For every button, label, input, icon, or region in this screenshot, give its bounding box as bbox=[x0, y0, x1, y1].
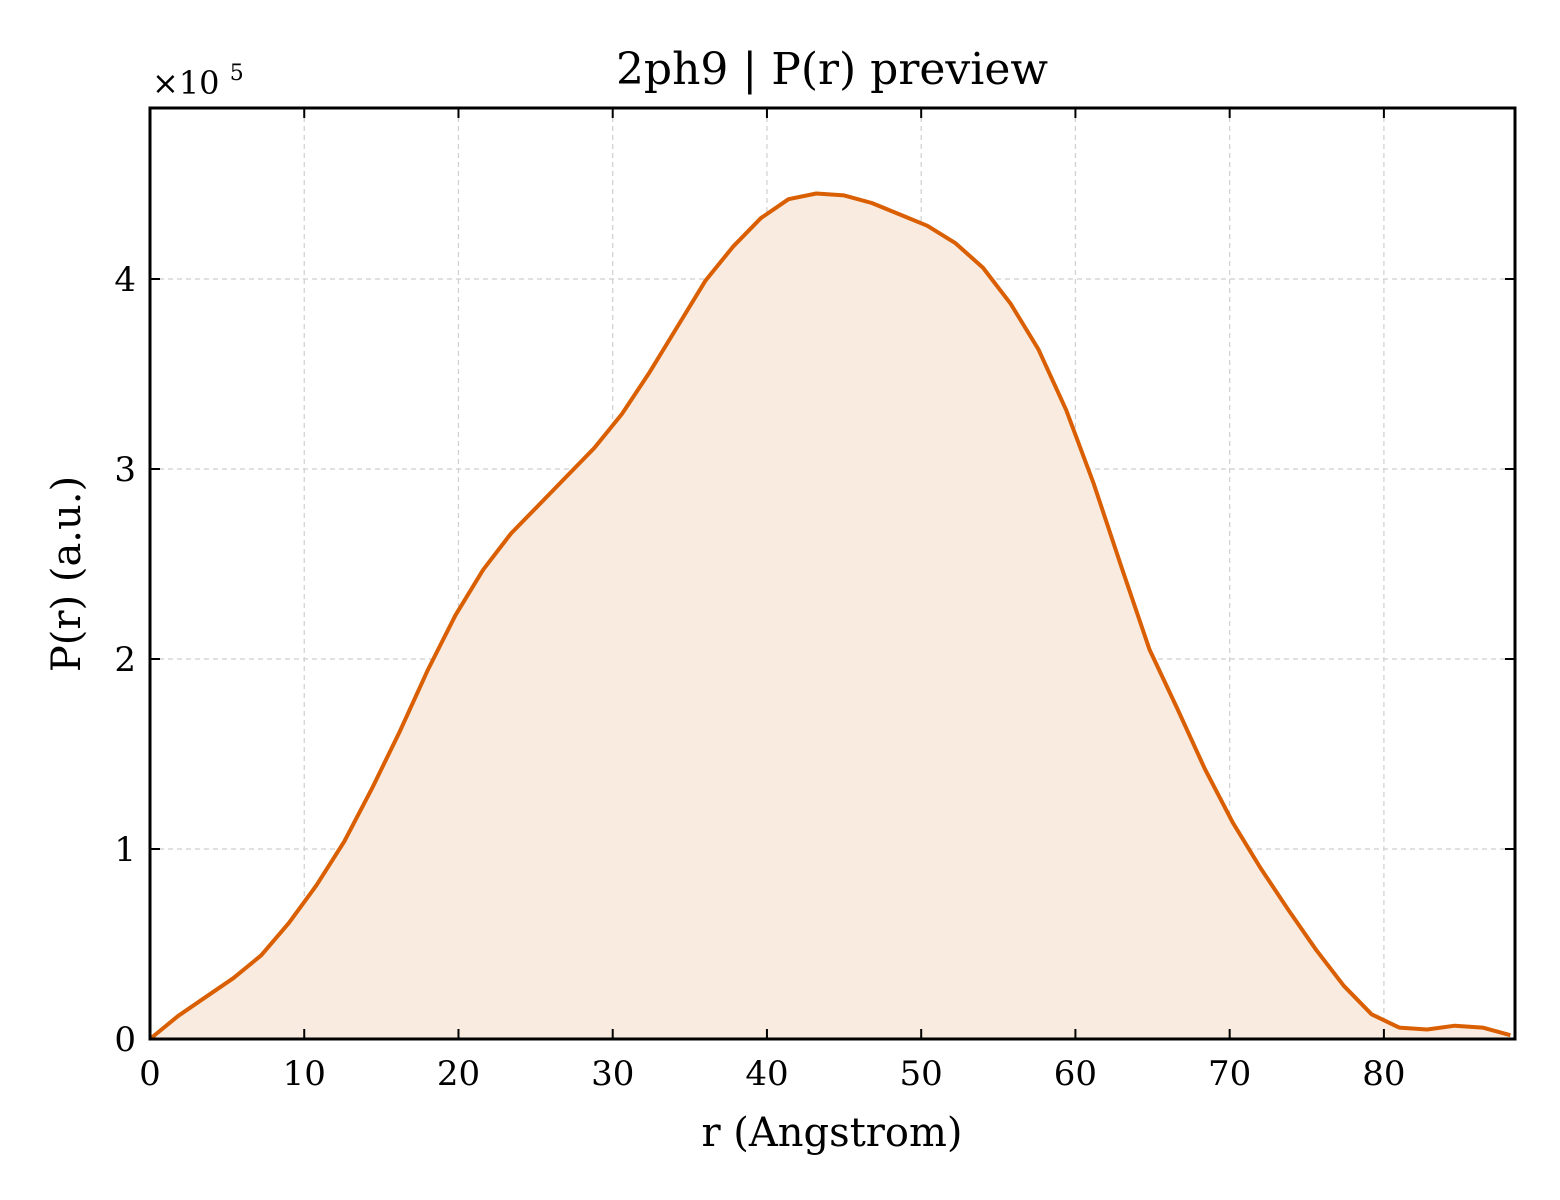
x-tick-label: 70 bbox=[1208, 1054, 1251, 1094]
x-tick-label: 60 bbox=[1054, 1054, 1097, 1094]
x-tick-label: 80 bbox=[1362, 1054, 1405, 1094]
x-axis-label: r (Angstrom) bbox=[701, 1110, 962, 1156]
x-tick-label: 10 bbox=[283, 1054, 326, 1094]
x-tick-label: 20 bbox=[437, 1054, 480, 1094]
y-tick-label: 4 bbox=[114, 260, 136, 300]
y-axis-multiplier: ×10 5 bbox=[152, 61, 244, 102]
x-tick-label: 0 bbox=[139, 1054, 161, 1094]
axis-ticks: 0 10 20 30 40 50 60 70 80 0 1 2 3 4 bbox=[114, 108, 1515, 1094]
series-area-fill bbox=[150, 193, 1511, 1039]
series-line bbox=[148, 191, 1511, 1041]
y-axis-label: P(r) (a.u.) bbox=[44, 476, 90, 672]
x-tick-label: 50 bbox=[900, 1054, 943, 1094]
x-tick-label: 40 bbox=[745, 1054, 788, 1094]
plot-frame bbox=[148, 106, 1517, 1041]
y-tick-label: 3 bbox=[114, 450, 136, 490]
y-axis-multiplier-exponent: 5 bbox=[230, 61, 244, 86]
x-tick-label: 30 bbox=[591, 1054, 634, 1094]
y-tick-label: 0 bbox=[114, 1020, 136, 1060]
y-axis-multiplier-base: ×10 bbox=[152, 64, 220, 102]
chart-title: 2ph9 | P(r) preview bbox=[616, 44, 1048, 95]
y-tick-label: 1 bbox=[114, 830, 136, 870]
y-tick-label: 2 bbox=[114, 640, 136, 680]
